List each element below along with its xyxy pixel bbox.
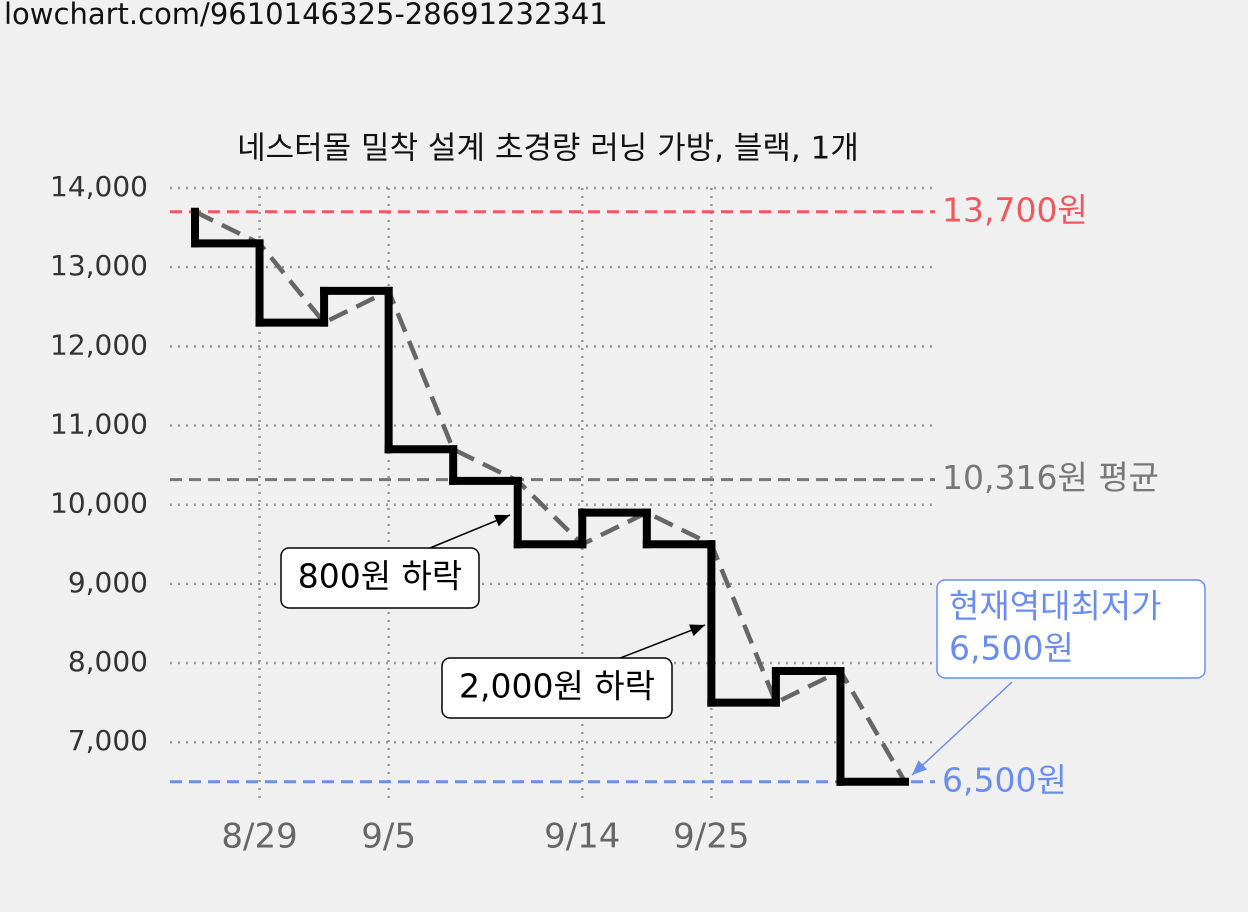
annotation-arrow [911,681,1013,776]
annotation-text: 800원 하락 [298,557,463,596]
url-header: lowchart.com/9610146325-28691232341 [4,0,608,31]
annotation-text: 현재역대최저가 [949,587,1162,626]
y-tick-label: 13,000 [50,249,148,282]
arrow-head [689,624,705,637]
chart-title: 네스터몰 밀착 설계 초경량 러닝 가방, 블랙, 1개 [237,131,859,167]
y-tick-label: 8,000 [68,645,148,678]
y-tick-label: 10,000 [50,487,148,520]
x-tick-label: 9/14 [544,817,620,857]
y-tick-label: 12,000 [50,328,148,361]
arrow-head [912,760,928,775]
annotation-box [936,579,1206,679]
x-tick-label: 8/29 [221,817,297,857]
annotation-box [280,547,480,609]
x-tick-label: 9/25 [673,817,749,857]
annotation-arrow [609,624,706,663]
annotation-text: 6,500원 [949,629,1074,668]
annotation-box [441,657,673,719]
y-tick-label: 9,000 [68,566,148,599]
reference-label: 10,316원 평균 [942,458,1159,497]
x-tick-label: 9/5 [361,817,416,857]
trend-line [194,209,907,783]
y-tick-label: 11,000 [50,408,148,441]
y-tick-label: 7,000 [68,724,148,757]
reference-label: 13,700원 [942,190,1088,229]
annotation-text: 2,000원 하락 [459,667,655,706]
reference-label: 6,500원 [942,760,1067,799]
arrow-head [494,514,510,527]
y-tick-label: 14,000 [50,170,148,203]
